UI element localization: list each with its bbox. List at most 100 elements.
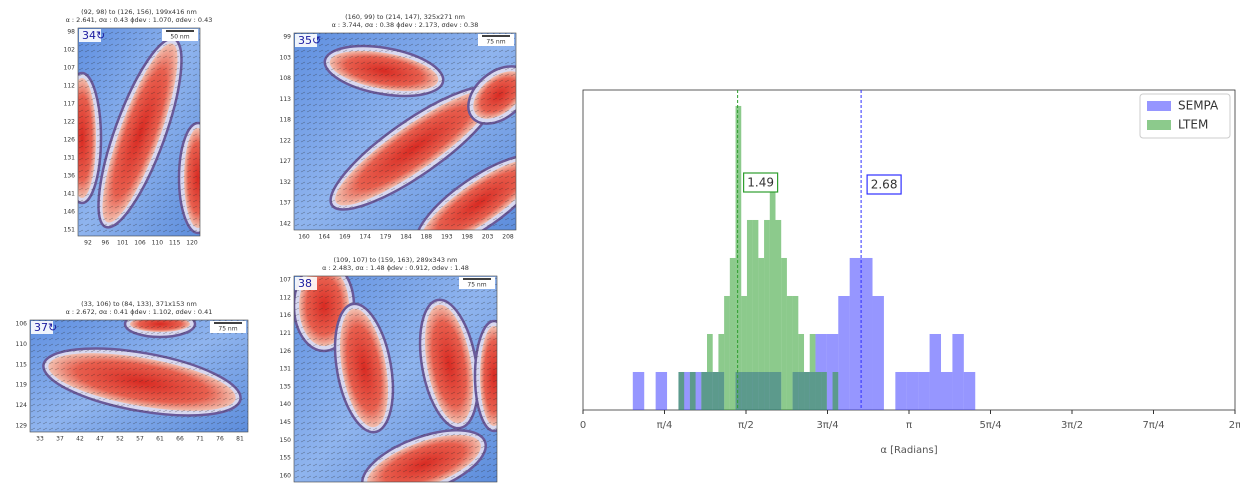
x-tick-label: 81 <box>236 436 244 443</box>
x-tick-label: 7π/4 <box>1142 420 1164 431</box>
label-box <box>79 29 101 42</box>
hist-bar <box>861 257 873 410</box>
panel-frame <box>29 319 249 433</box>
y-tick-label: 126 <box>280 348 292 355</box>
annotation: 2.68 <box>871 178 898 192</box>
hist-bar <box>918 371 930 410</box>
panel-header: α : 2.672, σα : 0.41 ϕdev : 1.102, σdev … <box>66 308 213 316</box>
hist-bar <box>781 257 787 410</box>
y-tick-label: 136 <box>64 173 76 180</box>
panel-label: 37↻ <box>34 321 57 334</box>
vector-field <box>30 320 248 432</box>
image-panel: (160, 99) to (214, 147), 325x271 nmα : 3… <box>280 13 517 241</box>
x-tick-label: 3π/2 <box>1061 420 1083 431</box>
y-tick-label: 132 <box>280 179 292 186</box>
y-tick-label: 131 <box>280 366 292 373</box>
legend-swatch <box>1147 101 1171 111</box>
hist-bar <box>815 371 822 410</box>
x-tick-label: 71 <box>196 436 204 443</box>
y-tick-label: 142 <box>280 221 292 228</box>
y-tick-label: 155 <box>280 455 292 462</box>
hist-bar <box>952 333 964 410</box>
x-tick-label: 96 <box>102 240 110 247</box>
field-map <box>294 276 497 482</box>
y-tick-label: 127 <box>280 158 292 165</box>
scale-box <box>210 321 246 333</box>
y-tick-label: 140 <box>280 401 292 408</box>
y-tick-label: 116 <box>280 312 292 319</box>
hist-bar <box>872 295 884 410</box>
x-tick-label: 120 <box>186 240 198 247</box>
panel-label: 35↺ <box>298 34 321 47</box>
x-tick-label: 115 <box>169 240 181 247</box>
panel-header: (33, 106) to (84, 133), 371x153 nm <box>81 300 197 308</box>
field-map <box>78 28 200 236</box>
x-tick-label: 47 <box>96 436 104 443</box>
scale-label: 75 nm <box>467 282 486 289</box>
x-tick-label: 101 <box>117 240 129 247</box>
hist-bar <box>895 371 907 410</box>
x-tick-label: 198 <box>461 234 473 241</box>
hist-bar <box>906 371 919 410</box>
scale-label: 50 nm <box>170 34 189 41</box>
x-tick-label: 193 <box>441 234 453 241</box>
x-tick-label: 52 <box>116 436 124 443</box>
y-tick-label: 117 <box>64 101 76 108</box>
y-tick-label: 98 <box>67 29 75 36</box>
y-tick-label: 121 <box>280 330 292 337</box>
x-tick-label: 174 <box>359 234 371 241</box>
scale-box <box>162 29 198 41</box>
y-tick-label: 151 <box>64 227 76 234</box>
hist-bar <box>929 333 942 410</box>
hist-bar <box>718 333 725 410</box>
panel-header: (92, 98) to (126, 156), 199x416 nm <box>81 8 197 16</box>
x-tick-label: 42 <box>76 436 84 443</box>
panel-header: α : 2.641, σα : 0.43 ϕdev : 1.070, σdev … <box>66 16 213 24</box>
hist-bar <box>809 333 816 410</box>
hist-bar <box>758 257 765 410</box>
annotation: 1.49 <box>747 176 774 190</box>
y-tick-label: 137 <box>280 200 292 207</box>
image-panel: (92, 98) to (126, 156), 199x416 nmα : 2.… <box>64 8 213 247</box>
hist-bar <box>963 371 976 410</box>
x-tick-label: 203 <box>482 234 494 241</box>
hist-bar <box>821 371 827 410</box>
hist-bar <box>764 219 770 410</box>
x-tick-label: 66 <box>176 436 184 443</box>
y-tick-label: 122 <box>64 119 76 126</box>
x-tick-label: π/4 <box>657 420 673 431</box>
panel-header: (109, 107) to (159, 163), 289x343 nm <box>333 256 457 264</box>
x-tick-label: 208 <box>502 234 514 241</box>
y-tick-label: 112 <box>64 83 76 90</box>
y-tick-label: 118 <box>280 117 292 124</box>
hist-bar <box>804 371 810 410</box>
hist-bar <box>712 371 719 410</box>
hist-bar <box>775 219 782 410</box>
y-tick-label: 160 <box>280 473 292 480</box>
y-tick-label: 145 <box>280 419 292 426</box>
x-tick-label: 92 <box>84 240 92 247</box>
y-tick-label: 106 <box>16 321 28 328</box>
plot-frame <box>582 89 1236 411</box>
y-tick-label: 150 <box>280 437 292 444</box>
y-tick-label: 141 <box>64 191 76 198</box>
legend-swatch <box>1147 120 1171 130</box>
y-tick-label: 119 <box>16 382 28 389</box>
y-tick-label: 107 <box>280 277 292 284</box>
hist-bar <box>701 371 708 410</box>
panel-header: α : 2.483, σα : 1.48 ϕdev : 0.912, σdev … <box>322 264 469 272</box>
x-tick-label: 57 <box>136 436 144 443</box>
x-tick-label: 33 <box>36 436 44 443</box>
x-tick-label: 76 <box>216 436 224 443</box>
x-tick-label: 110 <box>152 240 164 247</box>
image-panel: (33, 106) to (84, 133), 371x153 nmα : 2.… <box>16 300 249 443</box>
y-tick-label: 131 <box>64 155 76 162</box>
y-tick-label: 99 <box>283 34 291 41</box>
x-tick-label: 169 <box>339 234 351 241</box>
y-tick-label: 135 <box>280 383 292 390</box>
x-tick-label: π <box>906 420 912 431</box>
hist-bar <box>838 295 850 410</box>
y-tick-label: 103 <box>280 54 292 61</box>
y-tick-label: 129 <box>16 423 28 430</box>
x-tick-label: 184 <box>400 234 412 241</box>
